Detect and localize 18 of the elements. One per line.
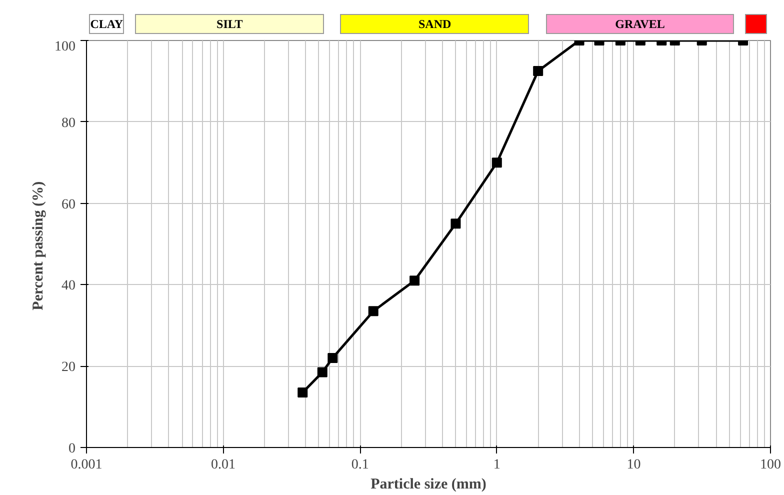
y-tick-label: 20 [62,360,76,376]
y-tick-label: 100 [54,40,76,54]
y-tick-label: 60 [62,197,76,212]
soil-class-box: CLAY [89,14,124,34]
y-tick-label: 80 [62,116,76,131]
x-tick-label: 0.1 [351,458,369,472]
soil-class-box: GRAVEL [546,14,734,34]
y-tick-label: 40 [62,278,76,294]
y-axis-title: Percent passing (%) [30,181,46,310]
soil-class-box: SAND [340,14,530,34]
x-tick-label: 0.01 [211,458,236,472]
x-tick-label: 1 [493,458,500,472]
soil-class-box: SILT [135,14,324,34]
x-axis-title: Particle size (mm) [370,476,486,492]
y-tick-label: 0 [68,442,76,456]
x-tick-label: 0.001 [70,458,102,472]
x-tick-label: 10 [626,458,641,472]
x-tick-label: 100 [760,458,781,472]
